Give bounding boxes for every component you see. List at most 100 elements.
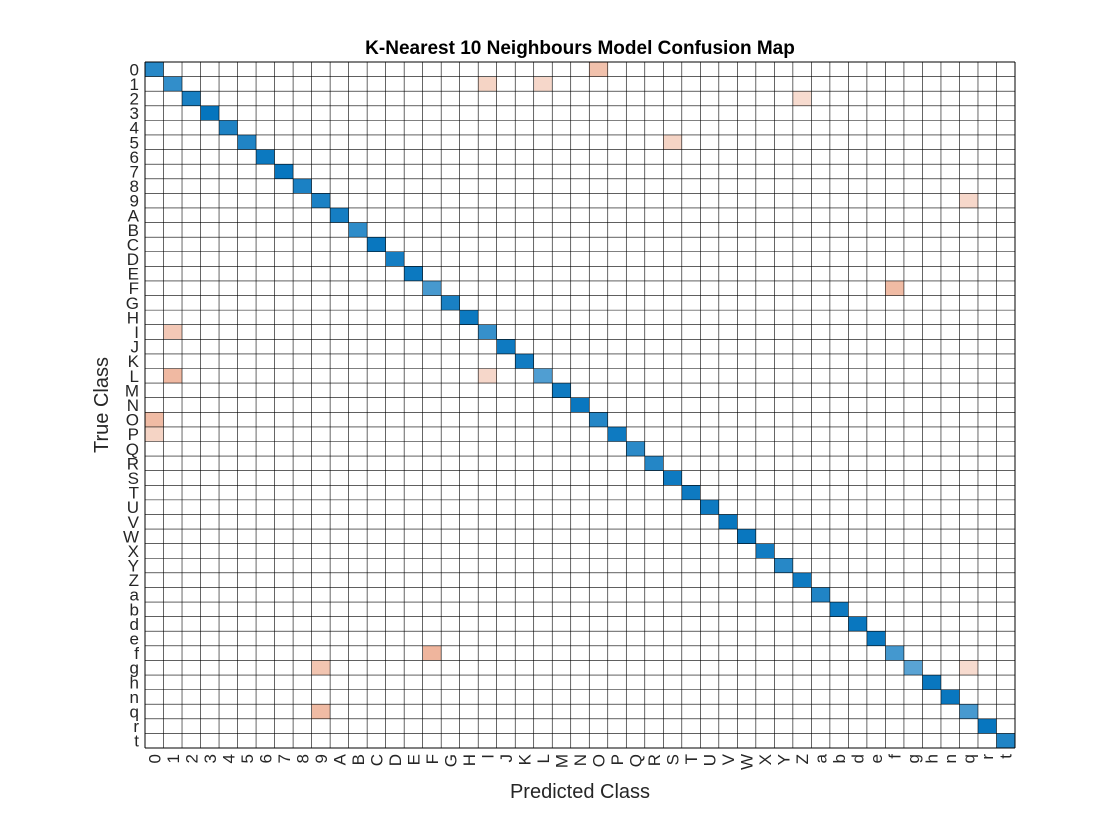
diagonal-cell [589, 412, 608, 427]
diagonal-cell [829, 602, 849, 617]
diagonal-cell [681, 485, 701, 500]
x-tick-label: 3 [201, 754, 220, 763]
y-tick-label: b [130, 600, 139, 619]
error-cell [422, 645, 442, 661]
y-tick-label: J [131, 338, 140, 357]
diagonal-cell [903, 660, 923, 676]
diagonal-cell [459, 310, 479, 325]
diagonal-cell [552, 383, 571, 398]
x-tick-label: b [830, 754, 849, 763]
y-tick-label: n [130, 688, 139, 707]
y-tick-label: Q [126, 440, 139, 459]
y-tick-label: H [127, 308, 139, 327]
x-tick-label: K [515, 753, 534, 765]
x-tick-label: I [478, 754, 497, 759]
diagonal-cell [478, 324, 497, 340]
diagonal-cell [607, 426, 627, 442]
diagonal-cell [385, 251, 405, 267]
diagonal-cell [737, 529, 756, 544]
x-tick-label: M [552, 754, 571, 768]
diagonal-cell [533, 368, 553, 384]
y-tick-label: Z [129, 571, 139, 590]
diagonal-cell [811, 587, 830, 603]
y-tick-label: U [127, 498, 139, 517]
x-tick-label: 4 [219, 754, 238, 763]
heatmap-grid [144, 61, 1016, 749]
x-tick-label: P [608, 754, 627, 765]
x-tick-label: F [423, 754, 442, 764]
x-tick-label: A [330, 753, 349, 765]
x-tick-label: 8 [293, 754, 312, 763]
y-tick-label: e [130, 630, 139, 649]
x-tick-label: f [886, 754, 905, 759]
y-tick-label: I [134, 323, 139, 342]
error-cell [311, 660, 331, 676]
y-tick-label: X [128, 542, 139, 561]
y-tick-label: q [130, 703, 139, 722]
diagonal-cell [182, 91, 201, 106]
x-tick-label: g [904, 754, 923, 763]
y-tick-label: g [130, 659, 139, 678]
y-tick-label: O [126, 411, 139, 430]
y-tick-label: P [128, 425, 139, 444]
diagonal-cell [404, 266, 423, 281]
diagonal-cell [885, 645, 904, 661]
error-cell [478, 76, 497, 92]
diagonal-cell [200, 105, 220, 121]
y-tick-label: K [128, 352, 140, 371]
error-cell [478, 368, 497, 384]
diagonal-cell [163, 76, 183, 92]
x-tick-label: 6 [256, 754, 275, 763]
y-tick-label: F [129, 279, 139, 298]
error-cell [163, 324, 183, 340]
y-tick-label: B [128, 221, 139, 240]
y-axis-label: True Class [91, 357, 113, 453]
x-tick-label: J [497, 754, 516, 763]
error-cell [311, 704, 331, 719]
diagonal-cell [977, 718, 997, 734]
diagonal-cell [663, 470, 682, 486]
error-cell [145, 426, 164, 442]
x-tick-label: E [404, 754, 423, 765]
diagonal-cell [755, 543, 775, 559]
y-tick-label: V [128, 513, 140, 532]
x-tick-label: r [978, 754, 997, 760]
y-tick-label: a [130, 586, 140, 605]
diagonal-cell [940, 689, 960, 705]
y-tick-label: W [123, 527, 139, 546]
y-tick-label: Y [128, 557, 139, 576]
y-tick-label: G [126, 294, 139, 313]
diagonal-cell [866, 631, 886, 646]
y-tick-label: L [130, 367, 139, 386]
x-tick-label: L [534, 754, 553, 763]
y-tick-label: C [127, 235, 139, 254]
y-tick-label: 0 [130, 60, 139, 79]
x-axis-label: Predicted Class [510, 781, 650, 803]
diagonal-cell [311, 193, 331, 208]
error-cell [533, 76, 553, 92]
y-tick-label: r [133, 717, 139, 736]
error-cell [885, 280, 904, 296]
x-tick-label: Z [793, 754, 812, 764]
x-tick-label: U [701, 754, 720, 766]
x-tick-label: h [923, 754, 942, 763]
diagonal-cell [293, 178, 312, 194]
y-tick-label: d [130, 615, 139, 634]
x-tick-label: C [367, 754, 386, 766]
x-tick-label: W [738, 754, 757, 770]
diagonal-cell [644, 456, 664, 471]
error-cell [589, 62, 608, 77]
x-tick-label: 2 [182, 754, 201, 763]
error-cell [163, 368, 183, 384]
diagonal-cell [145, 62, 164, 77]
error-cell [959, 193, 978, 208]
y-tick-label: f [134, 644, 139, 663]
error-cell [663, 134, 682, 150]
y-tick-label: 2 [130, 89, 139, 108]
error-cell [145, 412, 164, 427]
diagonal-cell [330, 207, 349, 223]
y-tick-label: M [125, 381, 139, 400]
error-cell [959, 660, 978, 676]
diagonal-cell [237, 134, 257, 150]
